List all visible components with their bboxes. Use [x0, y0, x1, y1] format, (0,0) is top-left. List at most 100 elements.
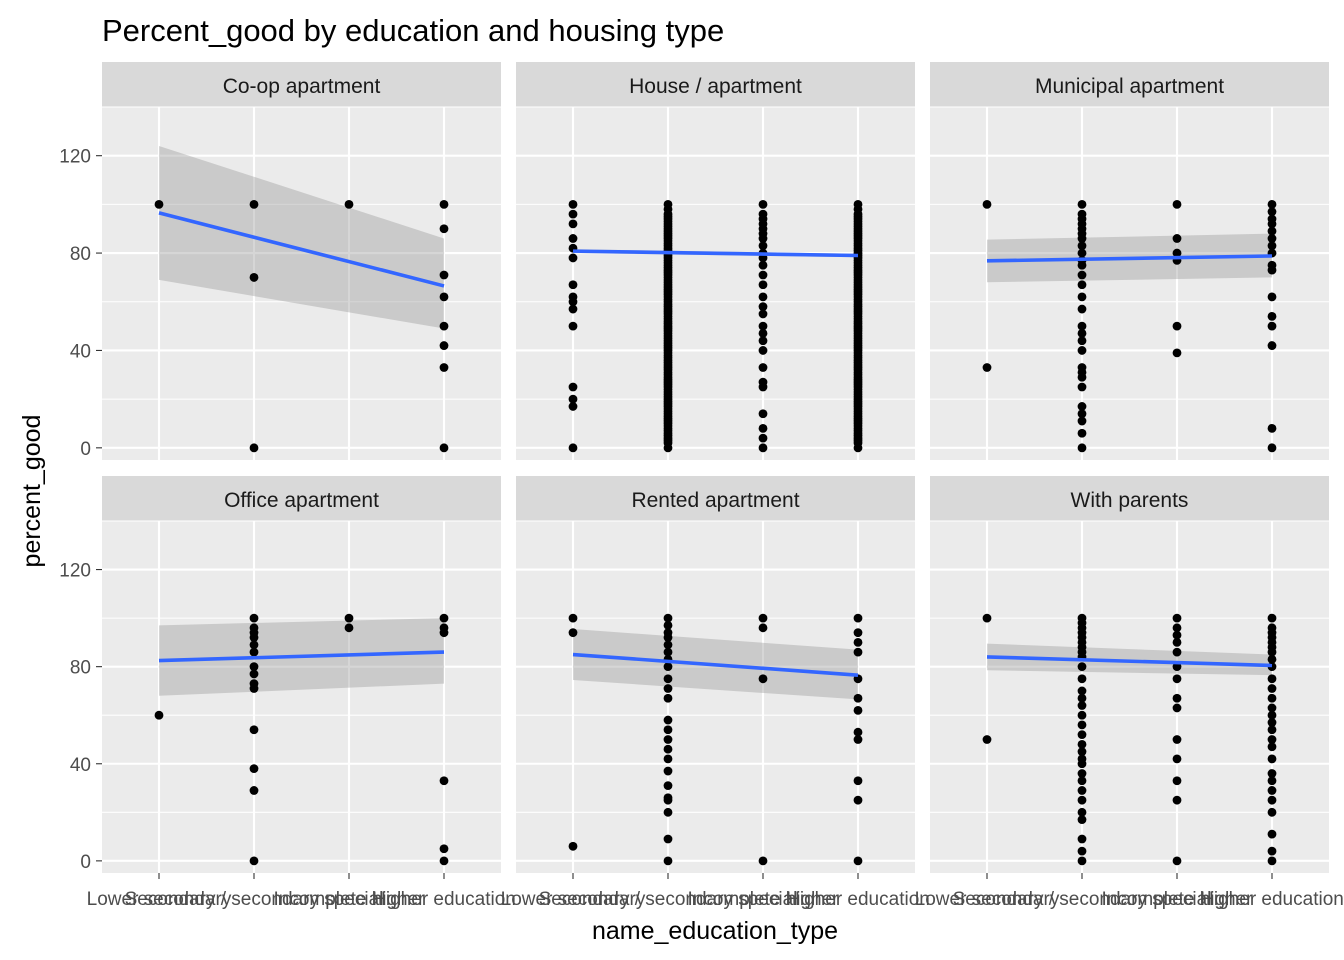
data-point — [663, 715, 673, 725]
data-point — [1077, 248, 1087, 258]
data-point — [1267, 341, 1277, 350]
facet-strip — [102, 476, 501, 521]
data-point — [439, 776, 449, 786]
data-point — [1267, 613, 1277, 623]
data-point — [758, 260, 768, 270]
data-point — [1267, 199, 1277, 209]
data-point — [1172, 248, 1182, 258]
data-point — [758, 423, 768, 433]
data-point — [1267, 219, 1277, 229]
data-point — [568, 219, 578, 229]
data-point — [1077, 856, 1087, 866]
x-tick-label: Incomplete higher — [1101, 889, 1253, 910]
data-point — [568, 253, 578, 263]
x-tick-label: Higher education — [786, 889, 930, 910]
data-point — [439, 321, 449, 331]
data-point — [249, 647, 259, 657]
data-point — [1077, 701, 1087, 710]
data-point — [1077, 795, 1087, 805]
data-point — [1172, 630, 1182, 640]
data-point — [853, 727, 863, 737]
data-point — [758, 234, 768, 243]
data-point — [1077, 693, 1087, 703]
data-point — [663, 613, 673, 623]
panel-background — [516, 107, 915, 460]
data-point — [1077, 241, 1087, 251]
data-point — [568, 613, 578, 623]
regression-line — [986, 655, 1273, 668]
facet-strip — [516, 62, 915, 107]
data-point — [439, 224, 449, 234]
facet-strip-label: Office apartment — [224, 489, 379, 512]
data-point — [568, 402, 578, 411]
data-point — [758, 321, 768, 331]
data-point — [663, 856, 673, 866]
data-point — [568, 234, 578, 243]
regression-line — [158, 650, 445, 663]
data-point — [249, 856, 259, 866]
panel-background — [930, 521, 1329, 873]
data-point — [568, 841, 578, 851]
x-tick-label: Incomplete higher — [687, 889, 839, 910]
data-point — [1077, 815, 1087, 824]
data-point — [439, 341, 449, 350]
data-point — [758, 280, 768, 290]
chart-title: Percent_good by education and housing ty… — [102, 13, 724, 48]
data-point — [758, 302, 768, 312]
data-point — [1077, 402, 1087, 411]
data-point — [1267, 693, 1277, 703]
data-point — [758, 443, 768, 453]
facet-strip-label: Municipal apartment — [1035, 75, 1224, 98]
y-axis-title: percent_good — [18, 415, 46, 568]
x-tick-label: Higher education — [1200, 889, 1344, 910]
facet-strip — [102, 62, 501, 107]
data-point — [853, 856, 863, 866]
data-point — [758, 613, 768, 623]
data-point — [1077, 416, 1087, 426]
y-tick-label: 0 — [80, 439, 91, 460]
data-point — [1172, 613, 1182, 623]
data-point — [758, 309, 768, 319]
data-point — [1077, 304, 1087, 314]
facet-panel: Rented apartment Lower secondarySecondary… — [501, 476, 930, 910]
data-point — [663, 725, 673, 735]
data-point — [1267, 226, 1277, 236]
data-point — [1172, 623, 1182, 633]
facet-panel: Office apartment 0 40 80 120 Lower secondaryS… — [59, 476, 516, 910]
data-point — [1172, 856, 1182, 866]
panel-background — [516, 521, 915, 873]
data-point — [249, 764, 259, 774]
panel-background — [930, 107, 1329, 460]
data-point — [1077, 321, 1087, 331]
data-point — [982, 363, 992, 372]
data-point — [1172, 647, 1182, 657]
y-tick-label: 40 — [70, 341, 91, 362]
data-point — [758, 674, 768, 684]
facet-strip — [930, 476, 1329, 521]
x-axis-title: name_education_type — [592, 917, 838, 945]
data-point — [1172, 776, 1182, 786]
y-tick-label: 80 — [70, 244, 91, 265]
data-point — [1172, 795, 1182, 805]
data-point — [758, 856, 768, 866]
regression-line — [572, 652, 859, 677]
facet-strip-label: Co-op apartment — [223, 75, 381, 98]
data-point — [439, 613, 449, 623]
data-point — [1077, 270, 1087, 280]
confidence-band — [159, 145, 444, 329]
data-point — [758, 433, 768, 443]
data-point — [663, 693, 673, 703]
x-tick-label: Lower secondary — [915, 889, 1060, 910]
data-point — [1077, 199, 1087, 209]
data-point — [1267, 234, 1277, 243]
data-point — [663, 662, 673, 672]
facet-strip-label: House / apartment — [629, 75, 802, 98]
data-point — [439, 292, 449, 302]
y-tick-label: 120 — [59, 147, 91, 168]
data-point — [982, 613, 992, 623]
data-point — [1267, 754, 1277, 764]
data-point — [439, 856, 449, 866]
data-point — [1077, 747, 1087, 757]
data-point — [1267, 807, 1277, 817]
data-point — [568, 280, 578, 290]
